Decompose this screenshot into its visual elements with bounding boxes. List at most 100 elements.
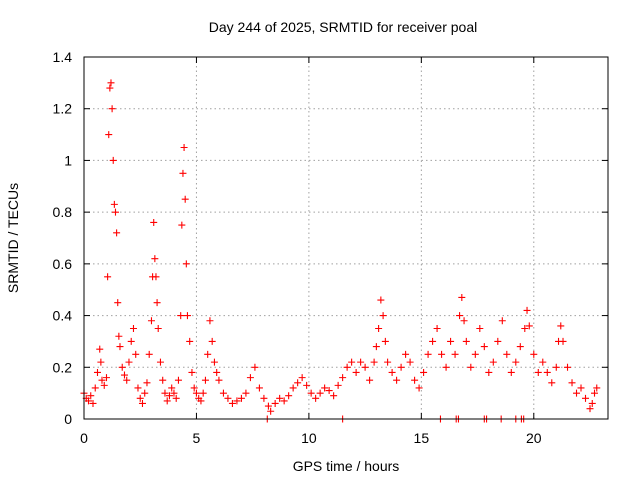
data-point xyxy=(156,358,164,366)
data-point xyxy=(543,368,551,376)
data-point xyxy=(181,195,189,203)
data-point xyxy=(224,394,232,402)
data-point xyxy=(179,169,187,177)
data-point xyxy=(170,389,178,397)
data-point xyxy=(177,312,185,320)
data-point xyxy=(134,384,142,392)
data-point xyxy=(132,350,140,358)
data-point xyxy=(242,389,250,397)
x-tick-label: 5 xyxy=(193,430,201,446)
data-point xyxy=(147,317,155,325)
data-point xyxy=(402,350,410,358)
data-point xyxy=(87,392,95,400)
data-point xyxy=(141,389,149,397)
data-point xyxy=(192,389,200,397)
data-point xyxy=(577,384,585,392)
y-axis-label: SRMTID / TECUs xyxy=(5,183,21,293)
data-point xyxy=(352,368,360,376)
data-point xyxy=(151,255,159,263)
data-point xyxy=(467,363,475,371)
y-tick-label: 1.4 xyxy=(53,49,73,65)
data-point xyxy=(237,394,245,402)
chart-title: Day 244 of 2025, SRMTID for receiver poa… xyxy=(209,19,477,35)
data-point xyxy=(521,325,529,332)
data-point xyxy=(451,350,459,358)
data-point xyxy=(276,394,284,402)
y-tick-label: 1.2 xyxy=(53,101,73,117)
data-point xyxy=(102,374,110,382)
data-point xyxy=(307,389,315,397)
data-point xyxy=(559,337,567,345)
data-point xyxy=(393,376,401,384)
data-point xyxy=(564,363,572,371)
data-point xyxy=(201,376,209,384)
y-tick-label: 0 xyxy=(64,411,72,427)
data-point xyxy=(586,405,594,413)
data-point xyxy=(525,322,533,330)
data-point xyxy=(381,337,389,345)
data-point xyxy=(97,358,105,366)
data-point xyxy=(330,392,338,400)
data-point xyxy=(397,363,405,371)
data-point xyxy=(429,337,437,345)
data-point xyxy=(370,358,378,366)
data-point xyxy=(325,387,333,395)
data-point xyxy=(129,325,137,332)
data-point xyxy=(206,317,214,325)
data-point xyxy=(548,379,556,387)
data-point xyxy=(210,358,218,366)
data-point xyxy=(375,325,383,332)
data-point xyxy=(523,306,531,314)
data-point xyxy=(384,358,392,366)
data-point xyxy=(458,293,466,301)
data-point xyxy=(91,384,99,392)
data-point xyxy=(174,376,182,384)
data-point xyxy=(182,260,190,268)
data-point xyxy=(357,358,365,366)
data-point xyxy=(159,376,167,384)
data-point xyxy=(228,399,236,407)
data-point xyxy=(125,358,133,366)
x-axis-label: GPS time / hours xyxy=(293,458,400,474)
data-point xyxy=(168,384,176,392)
data-point xyxy=(197,397,205,405)
data-point xyxy=(343,363,351,371)
data-point xyxy=(476,325,484,332)
data-point xyxy=(105,131,113,139)
data-point xyxy=(136,394,144,402)
data-point xyxy=(312,394,320,402)
data-point xyxy=(588,399,596,407)
data-point xyxy=(471,350,479,358)
data-point xyxy=(573,389,581,397)
data-point xyxy=(100,381,108,389)
data-point xyxy=(111,208,119,216)
y-tick-label: 0.4 xyxy=(53,308,73,324)
data-point xyxy=(114,299,122,307)
data-point xyxy=(447,337,455,345)
data-points xyxy=(80,79,601,423)
data-point xyxy=(433,325,441,332)
data-point xyxy=(534,368,542,376)
plot-frame xyxy=(83,56,609,420)
data-point xyxy=(84,397,92,405)
data-point xyxy=(213,368,221,376)
data-point xyxy=(127,337,135,345)
data-point xyxy=(557,322,565,330)
data-point xyxy=(255,384,263,392)
data-point xyxy=(348,358,356,366)
data-point xyxy=(118,363,126,371)
data-point xyxy=(115,332,123,340)
data-point xyxy=(462,337,470,345)
data-point xyxy=(361,363,369,371)
data-point xyxy=(208,337,216,345)
data-point xyxy=(442,363,450,371)
data-point xyxy=(98,376,106,384)
data-point xyxy=(294,379,302,387)
data-point xyxy=(107,79,115,87)
data-point xyxy=(456,312,464,320)
data-point xyxy=(503,350,511,358)
data-point xyxy=(377,296,385,304)
data-point xyxy=(150,218,158,226)
data-point xyxy=(260,394,268,402)
